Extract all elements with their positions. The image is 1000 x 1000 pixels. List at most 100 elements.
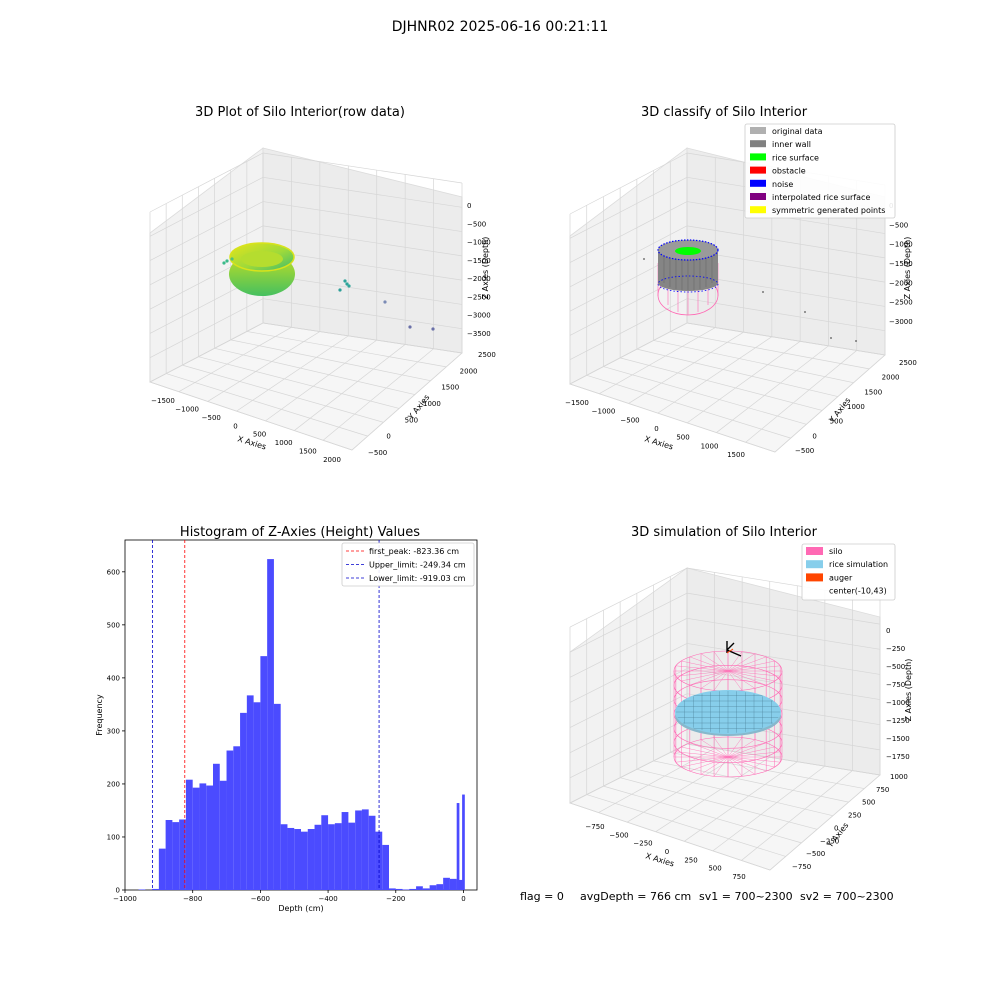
figure-suptitle: DJHNR02 2025-06-16 00:21:11 [392,19,609,35]
histogram-y-tick: 100 [107,833,120,841]
histogram-bar [456,803,460,890]
histogram-bar [301,831,308,890]
panel1-z-tick: −1000 [467,239,491,247]
histogram-bar [443,877,450,890]
panel1-z-tick: −2500 [467,293,491,301]
silo-roof-spoke [713,670,729,691]
panel4-legend-swatch [806,573,823,582]
histogram-y-tick: 200 [107,780,120,788]
panel2-legend [744,123,896,219]
panel4-z-tick: 0 [886,627,890,635]
panel1-x-tick: −1500 [151,397,175,405]
panel2-x-tick: 1000 [701,442,719,450]
histogram-bar [287,827,295,890]
panel2-x-ticks: −1500−1000 −500 0 500 1000 1500 [565,399,745,459]
histogram-x-label: Depth (cm) [278,904,323,913]
silo-roof-spoke [675,670,729,677]
histogram-bar [253,702,261,890]
panel1-outlier-point [222,261,226,265]
panel2-legend-swatch [750,127,766,134]
panel4-y-tick: 0 [834,824,838,832]
panel1-x-tick: −500 [202,414,221,422]
histogram-x-tick: −400 [318,895,337,903]
panel2-legend-swatch [750,193,766,200]
panel1-z-tick: −3000 [467,312,491,320]
silo-floor-spoke [727,751,781,758]
panel4-z-tick: −1000 [886,699,910,707]
panel1-outliers [222,257,435,331]
panel2-classified-cloud [657,239,719,316]
panel2-y-tick: 0 [812,432,816,440]
panel4-z-tick: −500 [886,663,905,671]
panel2-z-tick: −1000 [889,241,913,249]
panel2-legend-entries: original data inner wall rice surface obsta… [750,127,885,215]
silo-floor-spoke [727,756,781,763]
panel2-legend-label: interpolated rice surface [772,193,870,202]
panel2-x-tick: −500 [620,416,639,424]
panel4-legend-label: auger [829,573,853,582]
panel2-legend-swatch [750,166,766,174]
panel4-y-tick: 1000 [890,773,908,781]
panel2-noise-point [804,311,806,313]
histogram-bar [246,695,254,890]
panel4-z-label: Z Axies (Depth) [904,659,913,722]
histogram-bar [456,879,464,890]
histogram-x-tick: −200 [386,895,405,903]
histogram-bar [206,785,213,890]
panel4-legend-swatch [806,560,823,569]
panel-classify-3d: 3D classify of Silo Interior −1500−1000−… [565,105,917,459]
histogram-legend-label: Lower_limit: -919.03 cm [369,574,466,583]
panel2-y-tick: 2500 [899,359,917,367]
histogram-bar [267,559,274,890]
panel1-z-ticks: 0 −500 −1000 −1500 −2000 −2500 −3000 −3500 [467,202,491,338]
silo-floor-spoke [727,742,767,758]
panel4-x-tick: 500 [708,865,721,873]
panel2-legend-label: rice surface [772,153,819,162]
panel1-outlier-point [383,300,387,304]
panel1-outlier-point [225,259,229,263]
silo-floor-spoke [681,756,729,768]
silo-roof-spoke [727,653,756,672]
panel1-y-tick: 500 [405,416,418,424]
histogram-bar [240,712,247,890]
panel2-x-tick: 500 [676,434,689,442]
silo-roof-spoke [727,670,767,686]
histogram-bar [402,889,410,890]
histogram-bar [416,886,423,890]
panel1-z-tick: −1500 [467,257,491,265]
silo-roof-spoke [689,656,729,672]
histogram-bar [361,809,369,890]
panel4-z-tick: −750 [886,681,905,689]
silo-floor-spoke [727,746,775,758]
panel2-legend-swatch [750,206,766,214]
panel2-legend-label: symmetric generated points [772,206,885,215]
panel4-z-tick: −1750 [886,753,910,761]
panel2-y-tick: −500 [795,447,814,455]
silo-floor-spoke [675,751,729,758]
silo-floor-spoke [713,756,729,777]
silo-floor-spoke [727,739,756,758]
silo-floor-spoke [727,756,743,777]
panel1-y-tick: 1500 [441,384,459,392]
panel2-z-tick: −2000 [889,279,913,287]
histogram-bar [355,810,362,890]
histogram-bar [280,824,288,890]
panel1-x-tick: 1500 [299,448,317,456]
panel4-z-ticks: 0 −250 −500 −750 −1000 −1250 −1500 −1750 [886,627,910,761]
panel4-legend-label: center(-10,43) [829,587,887,596]
panel4-x-tick: 750 [732,873,745,881]
histogram-x-tick: −600 [251,895,270,903]
panel2-x-tick: −1500 [565,399,589,407]
histogram-bar [395,888,403,890]
panel4-z-tick: −1500 [886,735,910,743]
silo-roof-spoke [700,670,729,689]
panel4-legend-swatch [806,547,823,555]
panel4-x-tick: 0 [665,848,669,856]
histogram-y-label: Frequency [95,694,104,736]
silo-floor-spoke [700,756,729,775]
panel-histogram: Histogram of Z-Axies (Height) Values −10… [95,525,478,913]
status-sv1: sv1 = 700~2300 [699,890,793,903]
panel4-z-tick: −250 [886,645,905,653]
